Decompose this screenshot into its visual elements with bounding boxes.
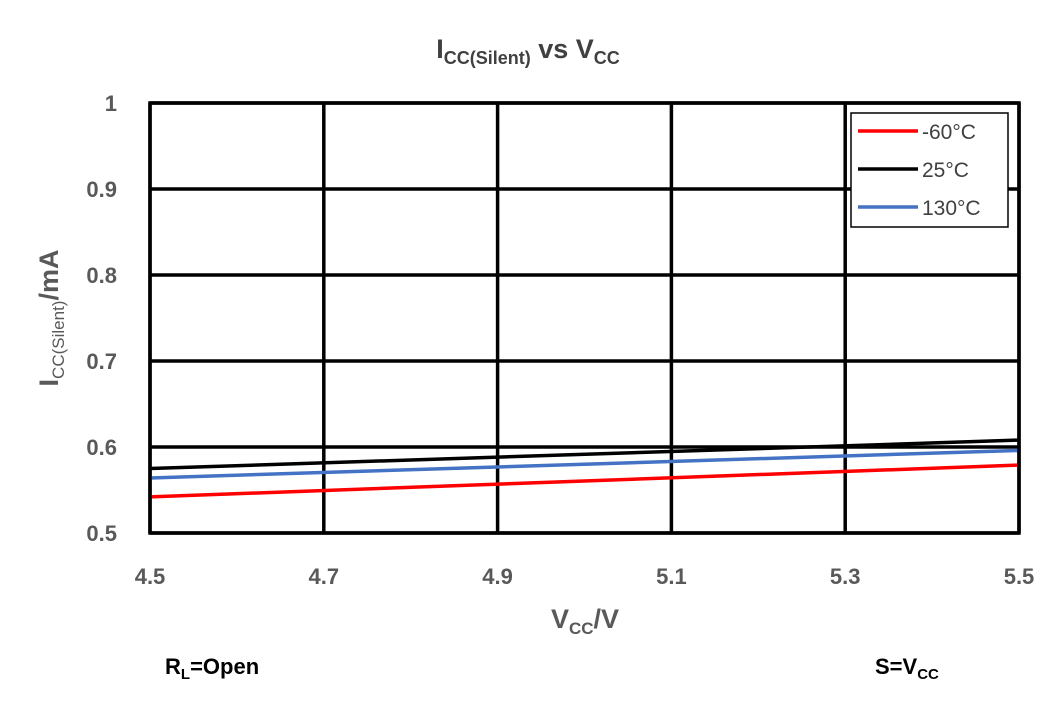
series-layer — [149, 438, 1020, 499]
ylabel-main: I — [34, 379, 64, 387]
chart-title: ICC(Silent) vs VCC — [436, 34, 620, 68]
series-line-2 — [149, 448, 1020, 480]
series-line-0 — [149, 463, 1020, 499]
note-left-rest: =Open — [190, 654, 259, 679]
x-tick-label: 5.1 — [656, 564, 687, 589]
series-line-1 — [149, 438, 1020, 471]
x-tick-label: 4.9 — [482, 564, 513, 589]
x-tick-label: 4.5 — [135, 564, 166, 589]
legend-label-0: -60°C — [922, 121, 976, 144]
title-sub: CC(Silent) — [444, 48, 531, 68]
legend: -60°C 25°C 130°C — [850, 112, 1009, 228]
y-tick-label: 1 — [105, 91, 117, 116]
note-right-main: S=V — [875, 654, 918, 679]
legend-label-1: 25°C — [922, 159, 969, 182]
y-axis-title: ICC(Silent)/mA — [34, 250, 68, 387]
x-tick-labels: 4.5 4.7 4.9 5.1 5.3 5.5 — [135, 564, 1035, 589]
y-tick-label: 0.9 — [86, 177, 117, 202]
x-tick-label: 4.7 — [309, 564, 340, 589]
note-right: S=VCC — [875, 654, 939, 683]
note-right-sub: CC — [917, 666, 939, 683]
y-tick-label: 0.6 — [86, 435, 117, 460]
plot-border — [148, 101, 1021, 535]
xlabel-main: V — [551, 604, 569, 634]
y-tick-label: 0.7 — [86, 349, 117, 374]
note-left-sub: L — [181, 666, 190, 683]
legend-label-2: 130°C — [922, 197, 981, 220]
xlabel-sub: CC — [569, 619, 594, 638]
title-main: I — [436, 34, 444, 64]
y-tick-label: 0.5 — [86, 521, 117, 546]
x-tick-label: 5.5 — [1004, 564, 1035, 589]
ylabel-rest: /mA — [34, 250, 64, 301]
y-tick-label: 0.8 — [86, 263, 117, 288]
title-sub2: CC — [594, 48, 620, 68]
x-axis-title: VCC/V — [551, 604, 619, 638]
x-tick-label: 5.3 — [830, 564, 861, 589]
note-left: RL=Open — [165, 654, 259, 683]
xlabel-rest: /V — [594, 604, 620, 634]
y-tick-labels: 0.5 0.6 0.7 0.8 0.9 1 — [86, 91, 117, 546]
ylabel-sub: CC(Silent) — [49, 301, 68, 379]
title-mid: vs V — [531, 34, 594, 64]
note-left-main: R — [165, 654, 181, 679]
